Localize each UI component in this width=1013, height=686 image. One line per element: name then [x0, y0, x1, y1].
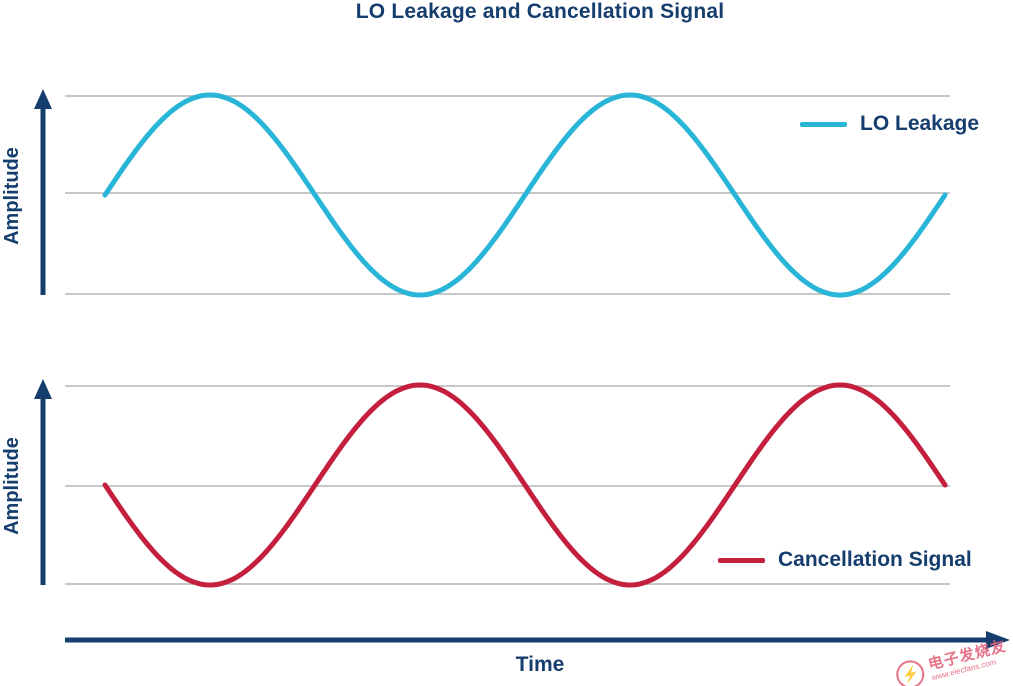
time-axis-arrow [65, 631, 1010, 649]
chart-title: LO Leakage and Cancellation Signal [355, 0, 725, 23]
lo-leakage-line-swatch-icon [800, 121, 847, 127]
lo-leakage-wave [102, 92, 948, 298]
legend-label-lo-leakage: LO Leakage [860, 112, 980, 135]
y-axis-label-bottom: Amplitude [1, 437, 23, 535]
legend-label-cancellation: Cancellation Signal [778, 548, 972, 571]
gridline-top [65, 95, 950, 97]
gridline-bottom [65, 293, 950, 295]
amplitude-axis-arrow-bottom [34, 379, 52, 585]
y-axis-label-top: Amplitude [1, 147, 23, 245]
legend-cancellation-signal: Cancellation Signal [718, 548, 972, 572]
amplitude-axis-arrow-top [34, 89, 52, 295]
gridline-middle [65, 485, 950, 487]
cancellation-signal-wave [102, 382, 948, 588]
gridline-top [65, 385, 950, 387]
cancellation-line-swatch-icon [718, 557, 765, 563]
x-axis-label: Time [515, 653, 565, 676]
top-plot-gridlines [65, 95, 950, 295]
gridline-bottom [65, 583, 950, 585]
elecfans-logo-icon: ⚡ [893, 657, 928, 686]
legend-lo-leakage: LO Leakage [800, 112, 979, 136]
bottom-plot-gridlines [65, 385, 950, 585]
gridline-middle [65, 192, 950, 194]
